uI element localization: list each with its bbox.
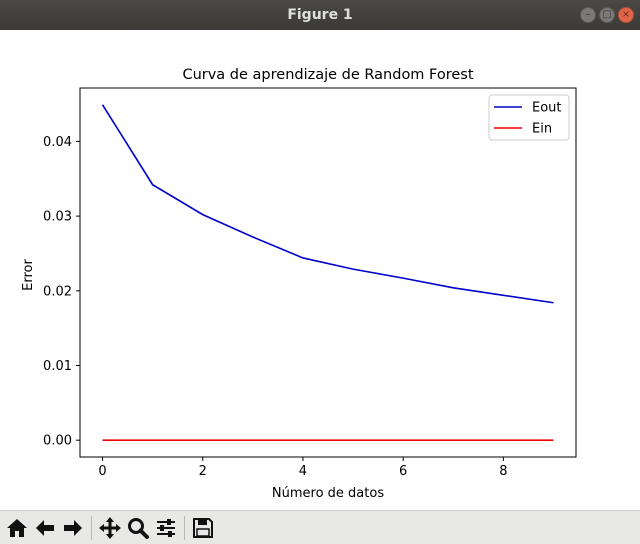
navigation-toolbar [0, 510, 640, 544]
save-button[interactable] [189, 514, 217, 542]
forward-icon [64, 519, 82, 536]
maximize-button[interactable]: □ [599, 7, 615, 23]
x-tick-label: 2 [199, 464, 207, 479]
home-icon [7, 518, 27, 537]
line-chart: Curva de aprendizaje de Random Forest Nú… [0, 30, 640, 510]
x-tick-label: 6 [399, 464, 407, 479]
x-tick-label: 4 [299, 464, 307, 479]
y-tick-label: 0.04 [43, 135, 72, 150]
y-tick-label: 0.00 [43, 434, 72, 449]
minimize-icon: – [585, 9, 591, 20]
home-button[interactable] [3, 514, 31, 542]
x-tick-label: 0 [98, 464, 106, 479]
back-button[interactable] [31, 514, 59, 542]
toolbar-separator [91, 515, 92, 540]
maximize-icon: □ [602, 9, 612, 20]
y-tick-label: 0.01 [43, 359, 72, 374]
window-title: Figure 1 [287, 7, 353, 23]
pan-icon [99, 516, 121, 539]
zoom-icon [128, 517, 149, 539]
chart-title: Curva de aprendizaje de Random Forest [182, 67, 473, 83]
window-titlebar[interactable]: Figure 1 – □ × [0, 0, 640, 30]
x-axis-label: Número de datos [272, 486, 384, 501]
save-icon [193, 517, 213, 538]
series-line-eout [101, 104, 554, 304]
y-tick-label: 0.03 [43, 210, 72, 225]
plot-frame [79, 87, 577, 458]
configure-subplots-button[interactable] [152, 514, 180, 542]
figure-canvas[interactable]: Curva de aprendizaje de Random Forest Nú… [0, 30, 640, 510]
y-tick-label: 0.02 [43, 284, 72, 299]
close-icon: × [621, 9, 631, 20]
close-button[interactable]: × [618, 7, 634, 23]
forward-button[interactable] [59, 514, 87, 542]
minimize-button[interactable]: – [580, 7, 596, 23]
legend-label: Eout [532, 101, 562, 116]
configure-subplots-icon [157, 518, 175, 537]
toolbar-separator [184, 515, 185, 540]
y-axis-label: Error [21, 259, 36, 291]
x-tick-label: 8 [499, 464, 507, 479]
back-icon [36, 519, 54, 536]
legend-label: Ein [532, 122, 552, 137]
zoom-button[interactable] [124, 514, 152, 542]
pan-button[interactable] [96, 514, 124, 542]
